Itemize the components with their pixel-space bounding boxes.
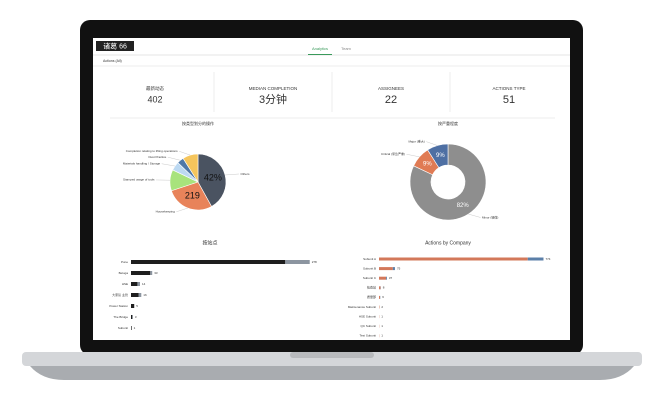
bar-segment (393, 267, 395, 270)
laptop-base-edge (30, 366, 634, 380)
bar-segment (379, 258, 528, 261)
chart-title: 按严重程度 (438, 120, 458, 126)
bar-segment (131, 260, 285, 264)
bar-total: 75 (397, 266, 401, 270)
bar-segment (528, 258, 544, 261)
bar-category: 质量部 (367, 294, 376, 299)
bar-segment (379, 277, 386, 280)
bar-segment (131, 304, 134, 308)
bar-category: 大家队 主管 (112, 292, 128, 297)
bar-category: The Bridge (113, 315, 128, 319)
bar-category: Subunit C (363, 276, 377, 280)
bar-segment (131, 315, 132, 319)
bar-segment (386, 277, 387, 280)
kpi-label: 最新动态 (146, 85, 164, 92)
slice-name: Minor (轻微) (482, 214, 498, 219)
kpi-value: 22 (385, 94, 397, 106)
chart-title: Actions by Company (425, 240, 471, 246)
bar-category: Pune (121, 260, 128, 264)
slice-name: Stamped usage of tools (123, 178, 155, 182)
bar-total: 37 (389, 276, 393, 280)
bar-segment (131, 282, 137, 286)
slice-label: 9% (436, 153, 445, 159)
bar-segment (150, 271, 152, 275)
slice-label: 219 (185, 191, 200, 201)
slice-label: 42% (204, 173, 222, 183)
bar-total: 16 (143, 293, 147, 297)
bar-category: 检查站 (367, 285, 376, 290)
bar-category: Subunit (118, 326, 128, 330)
slice-name: Materials handling / Storage (123, 162, 161, 166)
bar-category: Power Station (109, 304, 128, 308)
bar-category: HSE (122, 282, 128, 286)
chart-title: 按类型划分的操作 (182, 120, 214, 126)
kpi-value: 3分钟 (259, 92, 287, 106)
kpi-value: 402 (147, 94, 162, 104)
bar-total: 774 (545, 257, 550, 261)
slice-name: Critical (紧急严重) (381, 151, 405, 156)
slice-label: 9% (423, 161, 432, 167)
filter[interactable]: Actions (All) (103, 59, 122, 63)
bar-segment (379, 267, 393, 270)
kpi-label: ASSIGNEES (378, 86, 404, 91)
bar-category: Subunit A (363, 257, 376, 261)
bar-segment (379, 286, 380, 289)
kpi-value: 51 (503, 94, 515, 106)
bar-segment (131, 271, 150, 275)
bar-category: QC Subunit (360, 324, 376, 328)
bar-segment (137, 282, 140, 286)
slice-name: Completion relating to lifting operation… (126, 149, 178, 153)
bar-segment (379, 296, 380, 299)
laptop-notch (290, 352, 374, 358)
kpi-label: ACTIONS TYPE (493, 86, 526, 91)
slice-name: Others (240, 172, 250, 176)
bar-segment (131, 293, 139, 297)
bar-category: Maintenance Subunit (348, 305, 376, 309)
bar-segment (132, 315, 133, 319)
chart-title: 按站点 (202, 239, 217, 246)
bar-category: Subunit B (363, 266, 376, 270)
bar-total: 33 (154, 271, 158, 275)
bar-total: 14 (142, 282, 146, 286)
slice-name: Housekeeping (156, 210, 176, 214)
bar-category: Test Subunit (359, 334, 376, 338)
tab[interactable]: Team (341, 46, 351, 51)
bar-total: 278 (312, 260, 317, 264)
bar-segment (139, 293, 142, 297)
bar-category: Beluga (119, 271, 129, 275)
logo: 诸葛 66 (103, 41, 127, 50)
kpi-label: MEDIAN COMPLETION (249, 86, 298, 91)
bar-segment (285, 260, 309, 264)
slice-name: Dust Practice (148, 155, 166, 159)
bar-category: HSE Subunit (359, 314, 376, 318)
tab[interactable]: Analytics (312, 46, 328, 51)
bar-segment (131, 326, 132, 330)
slice-label: 82% (457, 203, 470, 209)
slice-name: Major (重大) (408, 138, 424, 143)
